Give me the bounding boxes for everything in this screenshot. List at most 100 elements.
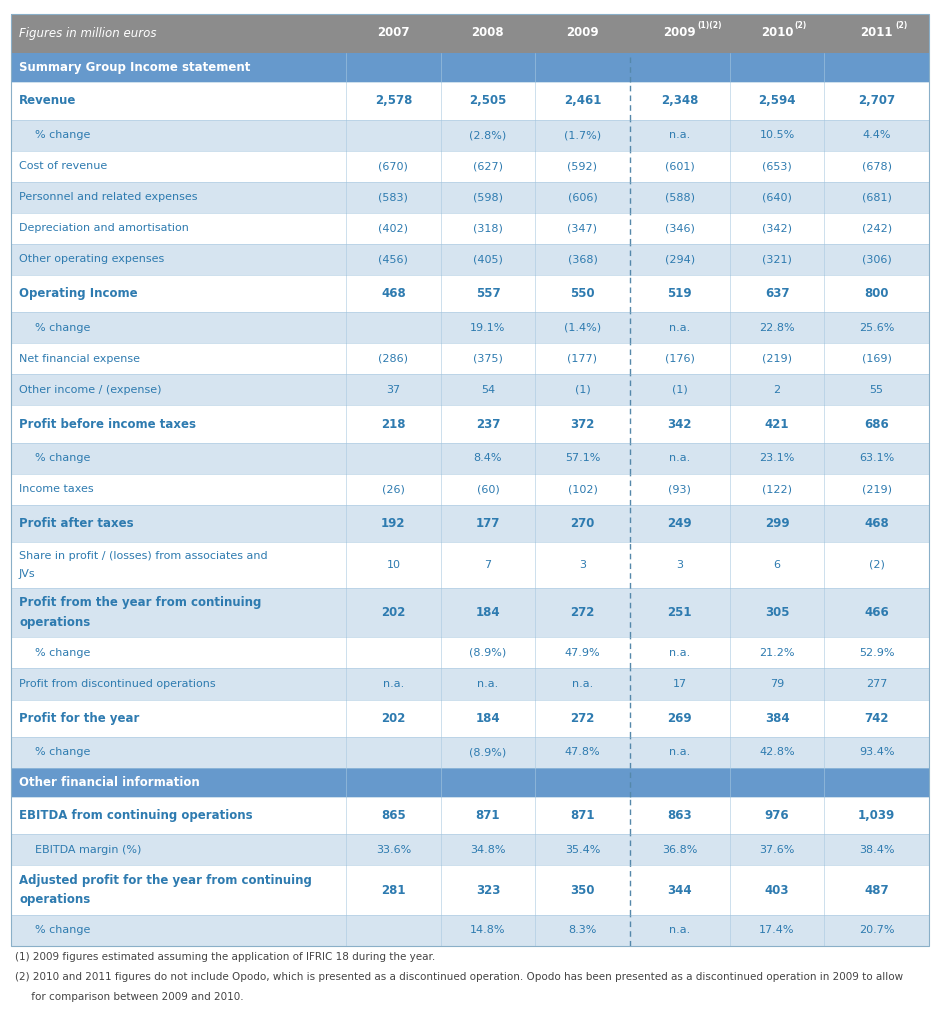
Text: 2009: 2009 <box>664 26 697 39</box>
Text: 299: 299 <box>765 517 790 530</box>
Text: 2,594: 2,594 <box>759 94 796 108</box>
Text: (318): (318) <box>473 223 503 234</box>
Text: 384: 384 <box>765 711 790 725</box>
Text: operations: operations <box>19 615 90 629</box>
Text: 1,039: 1,039 <box>858 809 895 822</box>
Text: 55: 55 <box>870 385 884 395</box>
Text: (456): (456) <box>379 254 408 265</box>
Text: Other operating expenses: Other operating expenses <box>19 254 164 265</box>
Text: 871: 871 <box>476 809 500 822</box>
Text: 47.8%: 47.8% <box>565 748 601 757</box>
Text: 10.5%: 10.5% <box>760 130 794 141</box>
Text: (592): (592) <box>568 161 598 172</box>
Text: (627): (627) <box>473 161 503 172</box>
Bar <box>11 343 929 374</box>
Text: 550: 550 <box>571 287 595 300</box>
Text: 2010: 2010 <box>760 26 793 39</box>
Text: n.a.: n.a. <box>669 453 690 463</box>
Text: 34.8%: 34.8% <box>470 845 506 855</box>
Text: 184: 184 <box>476 606 500 619</box>
Text: 2,461: 2,461 <box>564 94 602 108</box>
Text: 251: 251 <box>667 606 692 619</box>
Text: 350: 350 <box>571 884 595 896</box>
Text: 2011: 2011 <box>860 26 893 39</box>
Bar <box>11 542 929 587</box>
Text: 249: 249 <box>667 517 692 530</box>
Text: n.a.: n.a. <box>572 679 593 689</box>
Text: 14.8%: 14.8% <box>470 925 506 936</box>
Text: 20.7%: 20.7% <box>859 925 895 936</box>
Text: (8.9%): (8.9%) <box>469 648 507 658</box>
Text: 2009: 2009 <box>566 26 599 39</box>
Bar <box>11 443 929 474</box>
Bar <box>11 405 929 443</box>
Text: (1)(2): (1)(2) <box>697 21 722 30</box>
Text: 637: 637 <box>765 287 790 300</box>
Text: 47.9%: 47.9% <box>565 648 601 658</box>
Text: (60): (60) <box>477 484 499 494</box>
Text: 10: 10 <box>386 560 400 570</box>
Text: 3: 3 <box>579 560 586 570</box>
Text: (375): (375) <box>473 354 503 364</box>
Text: Other financial information: Other financial information <box>19 776 199 789</box>
Text: (342): (342) <box>762 223 792 234</box>
Text: (1.4%): (1.4%) <box>564 323 601 333</box>
Text: 2,707: 2,707 <box>858 94 895 108</box>
Bar <box>11 120 929 151</box>
Text: 19.1%: 19.1% <box>470 323 506 333</box>
Bar <box>11 637 929 668</box>
Bar <box>11 374 929 405</box>
Text: 202: 202 <box>381 711 405 725</box>
Text: Income taxes: Income taxes <box>19 484 94 494</box>
Text: 487: 487 <box>865 884 889 896</box>
Bar <box>11 834 929 865</box>
Text: 519: 519 <box>667 287 692 300</box>
Text: Net financial expense: Net financial expense <box>19 354 140 364</box>
Text: (219): (219) <box>862 484 892 494</box>
Text: n.a.: n.a. <box>669 323 690 333</box>
Text: Profit after taxes: Profit after taxes <box>19 517 133 530</box>
Text: (681): (681) <box>862 192 892 203</box>
Text: 57.1%: 57.1% <box>565 453 600 463</box>
Text: n.a.: n.a. <box>478 679 498 689</box>
Text: Profit for the year: Profit for the year <box>19 711 139 725</box>
Text: n.a.: n.a. <box>669 648 690 658</box>
Bar <box>11 768 929 797</box>
Text: 25.6%: 25.6% <box>859 323 894 333</box>
Text: n.a.: n.a. <box>669 925 690 936</box>
Text: 184: 184 <box>476 711 500 725</box>
Bar <box>11 474 929 505</box>
Text: % change: % change <box>35 748 90 757</box>
Bar <box>11 587 929 637</box>
Bar <box>11 151 929 182</box>
Text: 202: 202 <box>381 606 405 619</box>
Text: 2007: 2007 <box>377 26 410 39</box>
Text: 2,578: 2,578 <box>375 94 412 108</box>
Text: % change: % change <box>35 648 90 658</box>
Bar <box>11 312 929 343</box>
Text: 270: 270 <box>571 517 595 530</box>
Text: (176): (176) <box>665 354 695 364</box>
Text: (405): (405) <box>473 254 503 265</box>
Text: Depreciation and amortisation: Depreciation and amortisation <box>19 223 189 234</box>
Text: (346): (346) <box>665 223 695 234</box>
Text: 4.4%: 4.4% <box>862 130 891 141</box>
Text: 52.9%: 52.9% <box>859 648 895 658</box>
Text: % change: % change <box>35 453 90 463</box>
Text: Revenue: Revenue <box>19 94 76 108</box>
Text: 272: 272 <box>571 711 595 725</box>
Text: Profit from discontinued operations: Profit from discontinued operations <box>19 679 215 689</box>
Bar <box>11 54 929 83</box>
Text: 8.4%: 8.4% <box>474 453 502 463</box>
Text: 800: 800 <box>865 287 889 300</box>
Bar <box>11 797 929 834</box>
Text: (583): (583) <box>379 192 408 203</box>
Text: (2): (2) <box>869 560 885 570</box>
Text: 277: 277 <box>866 679 887 689</box>
Text: (306): (306) <box>862 254 891 265</box>
Text: Personnel and related expenses: Personnel and related expenses <box>19 192 197 203</box>
Text: (177): (177) <box>568 354 598 364</box>
Text: 218: 218 <box>381 418 405 430</box>
Text: 237: 237 <box>476 418 500 430</box>
Bar <box>11 14 929 54</box>
